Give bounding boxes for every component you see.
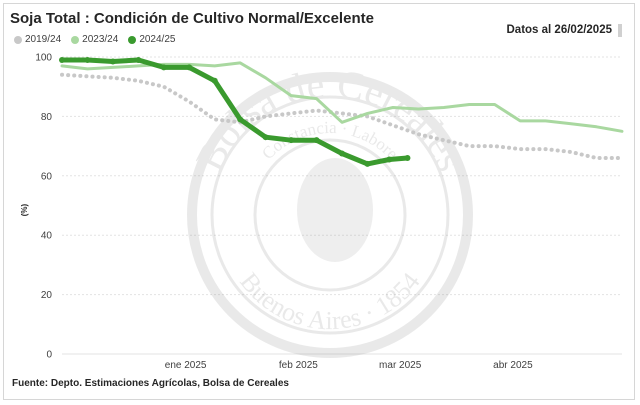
legend-swatch xyxy=(71,35,80,44)
series-point-2024-25-8 xyxy=(262,134,269,141)
watermark-text-bottom: Buenos Aires · 1854 xyxy=(234,267,425,335)
legend-label: 2023/24 xyxy=(82,34,119,45)
page-title: Soja Total : Condición de Cultivo Normal… xyxy=(10,10,374,27)
data-date-label: Datos al 26/02/2025 xyxy=(506,24,613,36)
series-point-2024-25-1 xyxy=(84,56,91,63)
y-tick-label: 100 xyxy=(35,53,52,64)
legend-swatch xyxy=(128,35,137,44)
series-point-2024-25-2 xyxy=(109,58,116,65)
series-point-2024-25-3 xyxy=(135,56,142,63)
series-point-2024-25-14 xyxy=(404,154,411,161)
x-tick-label: feb 2025 xyxy=(279,360,318,371)
series-point-2024-25-13 xyxy=(386,156,393,163)
series-point-2024-25-0 xyxy=(59,56,65,63)
y-axis-label: (%) xyxy=(20,203,29,216)
legend-label: 2024/25 xyxy=(139,34,176,45)
watermark-portrait xyxy=(297,158,373,262)
series-layer xyxy=(59,56,624,167)
scrollbar-handle[interactable] xyxy=(618,24,622,37)
legend-swatch xyxy=(14,35,22,44)
series-point-2024-25-12 xyxy=(364,160,371,167)
legend-item-2019-24[interactable]: 2019/24 xyxy=(14,34,61,45)
watermark-ring-inner xyxy=(210,95,450,335)
legend-item-2023-24[interactable]: 2023/24 xyxy=(71,34,118,45)
series-point-2024-25-7 xyxy=(237,116,244,123)
source-note: Fuente: Depto. Estimaciones Agrícolas, B… xyxy=(12,378,289,389)
y-tick-label: 60 xyxy=(41,171,53,182)
series-point-2024-25-11 xyxy=(339,150,345,157)
y-tick-label: 0 xyxy=(46,350,52,361)
x-tick-label: mar 2025 xyxy=(379,360,422,371)
y-tick-label: 80 xyxy=(41,112,53,123)
axis-layer: 0 20 40 60 80 100 ene 2025 feb 2025 mar 2025 abr … xyxy=(35,53,533,372)
watermark-center-ring xyxy=(253,138,407,292)
x-tick-label: abr 2025 xyxy=(493,360,533,371)
x-tick-label: ene 2025 xyxy=(165,360,207,371)
y-tick-label: 40 xyxy=(41,231,53,242)
grid-layer xyxy=(62,56,622,355)
legend-item-2024-25[interactable]: 2024/25 xyxy=(128,34,175,45)
legend-label: 2019/24 xyxy=(25,34,62,45)
series-point-2024-25-4 xyxy=(160,64,167,71)
series-point-2024-25-10 xyxy=(313,137,320,144)
watermark-ring-outer xyxy=(187,72,473,358)
series-point-2024-25-6 xyxy=(211,77,218,84)
legend: 2019/24 2023/24 2024/25 xyxy=(14,34,175,45)
y-tick-label: 20 xyxy=(41,290,53,301)
series-line-2019-24 xyxy=(60,72,624,160)
series-point-2024-25-9 xyxy=(288,137,295,144)
series-point-2024-25-5 xyxy=(186,64,193,71)
